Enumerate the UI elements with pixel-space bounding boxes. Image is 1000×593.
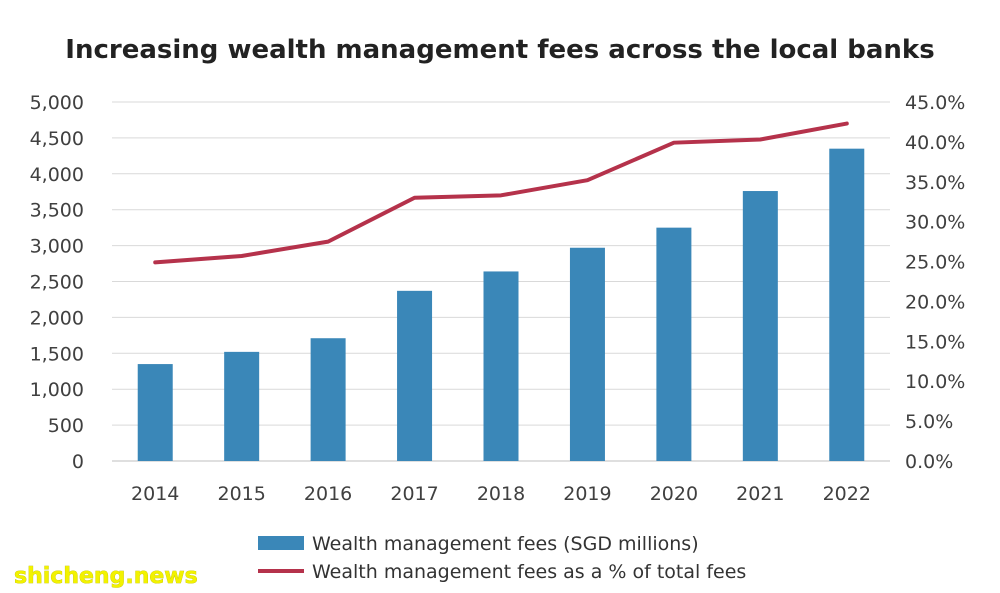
left-tick-label: 3,500 xyxy=(30,200,84,222)
bar xyxy=(656,227,692,461)
left-tick-label: 0 xyxy=(72,451,84,473)
chart-title: Increasing wealth management fees across… xyxy=(65,35,934,65)
bar xyxy=(137,364,173,461)
left-tick-label: 2,000 xyxy=(30,307,84,329)
x-tick-label: 2015 xyxy=(217,483,265,505)
left-axis: 0 500 1,000 1,500 2,000 2,500 3,000 3,500 4,000 4… xyxy=(30,92,84,473)
right-tick-label: 10.0% xyxy=(905,371,965,393)
bar xyxy=(310,338,346,461)
bar xyxy=(569,247,605,461)
left-tick-label: 4,500 xyxy=(30,128,84,150)
series-line xyxy=(153,121,849,265)
legend-bar-label: Wealth management fees (SGD millions) xyxy=(312,533,699,555)
right-tick-label: 30.0% xyxy=(905,212,965,234)
x-tick-label: 2017 xyxy=(390,483,438,505)
bar xyxy=(397,290,433,461)
right-tick-label: 40.0% xyxy=(905,132,965,154)
left-tick-label: 1,500 xyxy=(30,343,84,365)
watermark: shicheng.news xyxy=(14,564,198,589)
x-tick-label: 2016 xyxy=(304,483,352,505)
right-tick-label: 35.0% xyxy=(905,172,965,194)
x-tick-label: 2019 xyxy=(563,483,611,505)
legend: Wealth management fees (SGD millions) We… xyxy=(258,533,746,583)
x-tick-label: 2021 xyxy=(736,483,784,505)
left-tick-label: 3,000 xyxy=(30,236,84,258)
bar xyxy=(224,351,260,461)
line-series xyxy=(153,121,849,265)
bar xyxy=(829,148,865,462)
right-tick-label: 45.0% xyxy=(905,92,965,114)
left-tick-label: 5,000 xyxy=(30,92,84,114)
left-tick-label: 2,500 xyxy=(30,272,84,294)
bar-series xyxy=(137,148,865,462)
left-tick-label: 500 xyxy=(48,415,84,437)
right-tick-label: 0.0% xyxy=(905,451,953,473)
right-tick-label: 15.0% xyxy=(905,331,965,353)
bar xyxy=(483,271,519,461)
right-tick-label: 5.0% xyxy=(905,411,953,433)
left-tick-label: 1,000 xyxy=(30,379,84,401)
x-tick-label: 2020 xyxy=(650,483,698,505)
legend-line-label: Wealth management fees as a % of total f… xyxy=(312,561,746,583)
legend-bar-swatch xyxy=(258,536,304,550)
right-tick-label: 25.0% xyxy=(905,252,965,274)
right-tick-label: 20.0% xyxy=(905,291,965,313)
x-tick-label: 2022 xyxy=(823,483,871,505)
bar xyxy=(742,191,778,462)
right-axis: 0.0% 5.0% 10.0% 15.0% 20.0% 25.0% 30.0% 35.0% 40… xyxy=(905,92,965,473)
x-axis: 2014 2015 2016 2017 2018 2019 2020 2021 2022 xyxy=(131,483,871,505)
left-tick-label: 4,000 xyxy=(30,164,84,186)
x-tick-label: 2018 xyxy=(477,483,525,505)
x-tick-label: 2014 xyxy=(131,483,179,505)
